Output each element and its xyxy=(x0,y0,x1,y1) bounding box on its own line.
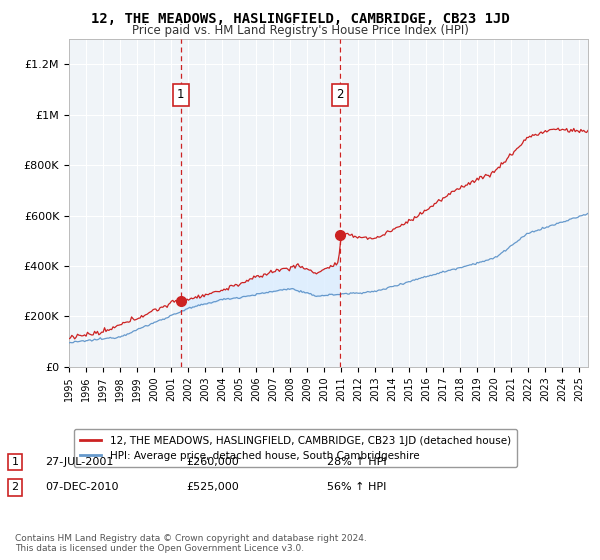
Text: 07-DEC-2010: 07-DEC-2010 xyxy=(45,482,119,492)
Text: 28% ↑ HPI: 28% ↑ HPI xyxy=(327,457,386,467)
Text: 12, THE MEADOWS, HASLINGFIELD, CAMBRIDGE, CB23 1JD: 12, THE MEADOWS, HASLINGFIELD, CAMBRIDGE… xyxy=(91,12,509,26)
Text: 1: 1 xyxy=(177,88,185,101)
Text: 2: 2 xyxy=(11,482,19,492)
Text: 1: 1 xyxy=(11,457,19,467)
Text: 27-JUL-2001: 27-JUL-2001 xyxy=(45,457,113,467)
Text: 56% ↑ HPI: 56% ↑ HPI xyxy=(327,482,386,492)
Legend: 12, THE MEADOWS, HASLINGFIELD, CAMBRIDGE, CB23 1JD (detached house), HPI: Averag: 12, THE MEADOWS, HASLINGFIELD, CAMBRIDGE… xyxy=(74,430,517,467)
Text: £525,000: £525,000 xyxy=(186,482,239,492)
Text: Contains HM Land Registry data © Crown copyright and database right 2024.
This d: Contains HM Land Registry data © Crown c… xyxy=(15,534,367,553)
Text: Price paid vs. HM Land Registry's House Price Index (HPI): Price paid vs. HM Land Registry's House … xyxy=(131,24,469,36)
Text: 2: 2 xyxy=(337,88,344,101)
Text: £260,000: £260,000 xyxy=(186,457,239,467)
